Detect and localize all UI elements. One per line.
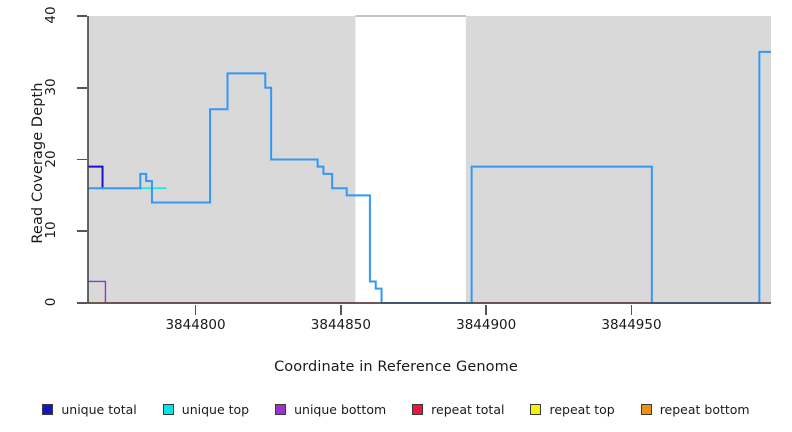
legend-label: repeat bottom [659, 401, 750, 417]
legend-item-unique-total[interactable]: unique total [42, 401, 137, 417]
x-tick-mark [194, 305, 197, 315]
x-tick-label: 3844850 [310, 317, 371, 333]
chart-legend: unique total unique top unique bottom repea… [0, 398, 792, 420]
series-unique-total [88, 165, 104, 189]
legend-swatch-icon [162, 403, 174, 415]
x-tick-label: 3844950 [601, 317, 662, 333]
legend-label: repeat total [431, 401, 505, 417]
legend-item-unique-top[interactable]: unique top [162, 401, 250, 417]
x-axis-title: Coordinate in Reference Genome [274, 359, 518, 375]
legend-label: unique bottom [294, 401, 387, 417]
x-tick-mark [340, 305, 342, 315]
y-tick-label: 20 [43, 149, 59, 168]
y-tick-mark [77, 15, 87, 17]
x-tick-mark [630, 305, 633, 315]
series-unique-bottom [88, 280, 107, 303]
legend-label: unique total [61, 401, 137, 417]
y-tick-mark [77, 86, 87, 89]
legend-item-repeat-bottom[interactable]: repeat bottom [640, 401, 750, 417]
plot-background-panel-1 [465, 16, 771, 303]
legend-label: unique top [181, 401, 250, 417]
y-tick-mark [77, 302, 87, 304]
legend-swatch-icon [412, 403, 424, 415]
x-tick-mark [485, 305, 487, 315]
y-tick-mark [77, 158, 87, 161]
series-coverage [88, 50, 771, 304]
y-tick-label: 10 [43, 221, 59, 239]
legend-swatch-icon [530, 403, 542, 415]
legend-item-repeat-total[interactable]: repeat total [412, 402, 504, 417]
y-tick-mark [77, 230, 87, 233]
y-tick-label: 40 [43, 6, 59, 24]
y-tick-label: 30 [43, 78, 59, 96]
legend-item-repeat-top[interactable]: repeat top [530, 401, 615, 417]
legend-swatch-icon [275, 403, 287, 415]
legend-item-unique-bottom[interactable]: unique bottom [275, 402, 386, 417]
legend-swatch-icon [42, 403, 54, 415]
legend-swatch-icon [640, 403, 652, 415]
y-tick-label: 0 [43, 297, 59, 307]
x-tick-label: 3844900 [456, 317, 517, 333]
legend-label: repeat top [549, 401, 615, 417]
x-tick-label: 3844800 [165, 317, 226, 333]
